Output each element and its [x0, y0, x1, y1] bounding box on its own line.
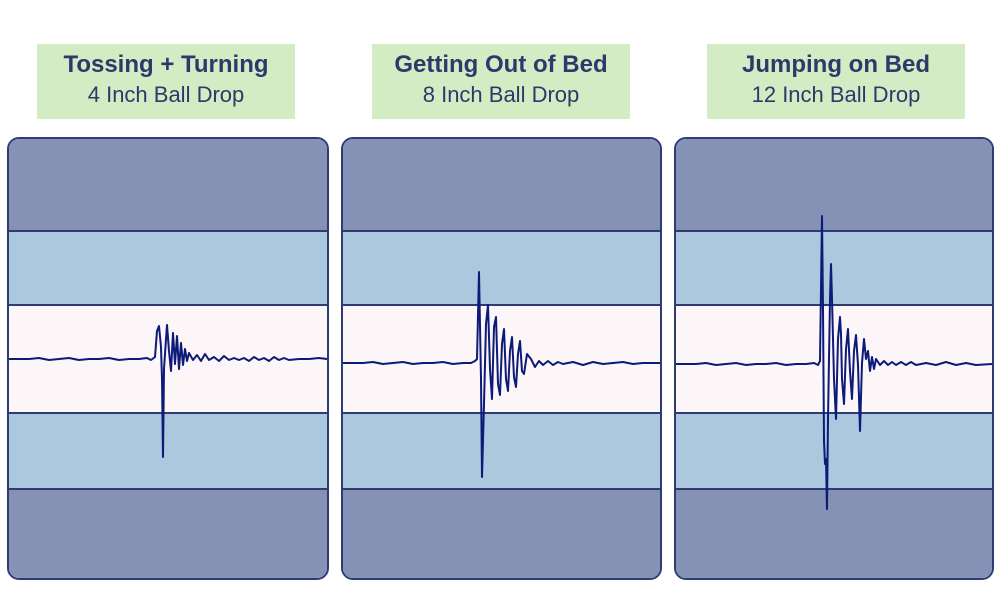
- panel-subtitle: 12 Inch Ball Drop: [751, 82, 921, 107]
- band-lower-middle: [343, 413, 660, 489]
- band-bottom: [343, 489, 660, 578]
- panel-title: Tossing + Turning: [63, 51, 269, 78]
- band-bottom: [676, 489, 992, 578]
- panel-subtitle: 4 Inch Ball Drop: [87, 82, 245, 107]
- panel-title: Jumping on Bed: [742, 51, 930, 78]
- motion-transfer-graph: [676, 139, 992, 578]
- motion-transfer-graph: [9, 139, 327, 578]
- band-top: [9, 139, 327, 231]
- band-bottom: [9, 489, 327, 578]
- vibration-waveform: [343, 271, 660, 478]
- vibration-waveform: [9, 324, 327, 458]
- mattress-panel-tossing: [7, 137, 329, 580]
- label-tossing-turning: Tossing + Turning 4 Inch Ball Drop: [37, 44, 295, 119]
- band-top: [676, 139, 992, 231]
- label-getting-out-of-bed: Getting Out of Bed 8 Inch Ball Drop: [372, 44, 630, 119]
- band-upper-middle: [343, 231, 660, 305]
- band-top: [343, 139, 660, 231]
- motion-transfer-graph: [343, 139, 660, 578]
- mattress-panel-getting-out: [341, 137, 662, 580]
- band-lower-middle: [676, 413, 992, 489]
- label-jumping-on-bed: Jumping on Bed 12 Inch Ball Drop: [707, 44, 965, 119]
- panel-subtitle: 8 Inch Ball Drop: [422, 82, 580, 107]
- mattress-panel-jumping: [674, 137, 994, 580]
- panel-title: Getting Out of Bed: [394, 51, 608, 78]
- band-upper-middle: [9, 231, 327, 305]
- vibration-waveform: [676, 215, 992, 510]
- band-lower-middle: [9, 413, 327, 489]
- band-upper-middle: [676, 231, 992, 305]
